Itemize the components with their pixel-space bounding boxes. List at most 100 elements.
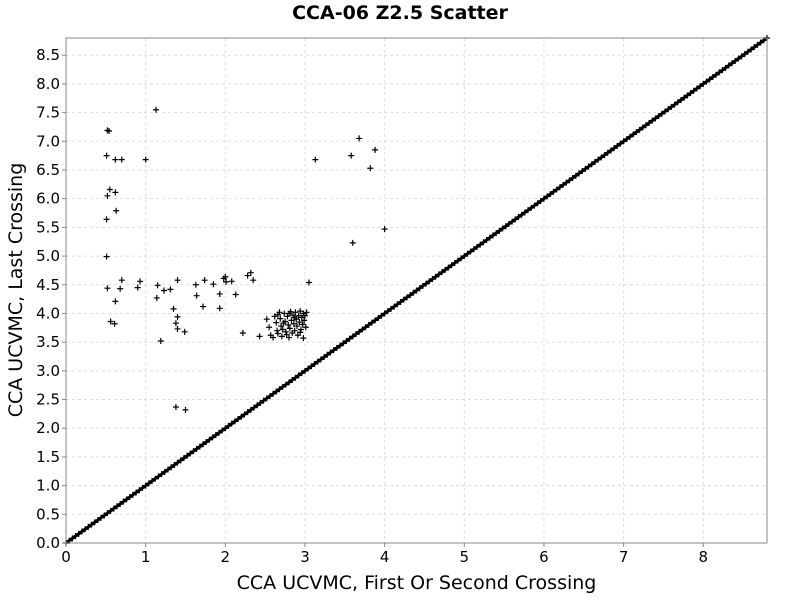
diagonal-point <box>228 420 235 427</box>
diagonal-point <box>591 158 598 165</box>
diagonal-point <box>276 386 283 393</box>
diagonal-point <box>700 80 707 87</box>
scatter-point <box>278 333 285 340</box>
scatter-point <box>154 282 161 289</box>
diagonal-point <box>563 179 570 186</box>
scatter-point <box>283 331 290 338</box>
diagonal-point <box>423 280 430 287</box>
diagonal-point <box>467 248 474 255</box>
scatter-point <box>247 269 254 276</box>
scatter-point <box>301 317 308 324</box>
diagonal-point <box>365 321 372 328</box>
diagonal-point <box>448 262 455 269</box>
diagonal-point <box>509 218 516 225</box>
diagonal-point <box>528 204 535 211</box>
diagonal-point <box>604 149 611 156</box>
diagonal-point <box>633 129 640 136</box>
scatter-point <box>372 146 379 153</box>
y-tick-label: 4.5 <box>36 276 60 294</box>
diagonal-point <box>238 413 245 420</box>
data-points <box>103 106 388 413</box>
diagonal-point <box>368 319 375 326</box>
scatter-point <box>286 325 293 332</box>
diagonal-point <box>340 340 347 347</box>
scatter-point <box>201 277 208 284</box>
diagonal-point <box>193 445 200 452</box>
diagonal-point <box>298 370 305 377</box>
scatter-point <box>181 328 188 335</box>
diagonal-point <box>483 237 490 243</box>
diagonal-point <box>438 269 445 276</box>
diagonal-point <box>203 439 210 445</box>
diagonal-point <box>623 136 630 142</box>
diagonal-point <box>352 331 359 338</box>
diagonal-point <box>458 255 465 262</box>
scatter-point <box>301 312 308 319</box>
diagonal-point <box>85 523 92 530</box>
scatter-point <box>297 308 304 315</box>
diagonal-point <box>184 452 191 459</box>
scatter-point <box>292 309 299 316</box>
scatter-point <box>118 277 125 284</box>
scatter-point <box>112 298 119 305</box>
scatter-point <box>228 278 235 285</box>
scatter-point <box>299 321 306 328</box>
y-tick-label: 8.5 <box>36 46 60 64</box>
scatter-point <box>296 319 303 326</box>
diagonal-point <box>308 363 315 370</box>
x-tick-label: 0 <box>61 548 71 566</box>
y-tick-label: 4.0 <box>36 304 60 322</box>
diagonal-point <box>244 409 251 416</box>
scatter-point <box>157 338 164 344</box>
chart-title: CCA-06 Z2.5 Scatter <box>292 2 508 24</box>
diagonal-point <box>158 471 165 478</box>
diagonal-point <box>187 450 194 457</box>
scatter-point <box>274 330 281 337</box>
diagonal-point <box>266 393 273 400</box>
diagonal-point <box>489 232 496 239</box>
scatter-point <box>290 320 297 327</box>
scatter-point <box>118 156 125 163</box>
scatter-point <box>266 324 273 331</box>
diagonal-point <box>614 142 621 149</box>
diagonal-point <box>671 101 678 108</box>
scatter-point <box>170 305 177 312</box>
scatter-point <box>277 315 284 322</box>
diagonal-point <box>677 96 684 103</box>
x-tick-label: 5 <box>460 548 470 566</box>
diagonal-point <box>518 211 525 218</box>
diagonal-point <box>477 241 484 248</box>
diagonal-point <box>754 41 761 48</box>
diagonal-point <box>381 310 388 317</box>
scatter-point <box>348 152 355 159</box>
scatter-point <box>160 287 167 294</box>
diagonal-point <box>209 434 216 441</box>
diagonal-point <box>372 317 379 324</box>
diagonal-points <box>63 35 770 546</box>
diagonal-point <box>512 216 519 223</box>
scatter-point <box>117 285 124 292</box>
diagonal-point <box>531 202 538 209</box>
diagonal-point <box>525 207 532 214</box>
diagonal-point <box>461 253 468 260</box>
diagonal-point <box>317 356 324 363</box>
diagonal-point <box>333 344 340 351</box>
diagonal-point <box>716 69 723 76</box>
diagonal-point <box>311 360 318 367</box>
diagonal-point <box>493 230 500 237</box>
scatter-point <box>142 156 149 163</box>
diagonal-point <box>104 510 111 517</box>
diagonal-point <box>681 94 688 101</box>
diagonal-point <box>174 459 181 466</box>
diagonal-point <box>346 335 353 342</box>
diagonal-point <box>588 161 595 168</box>
diagonal-point <box>254 402 261 409</box>
x-axis-ticks: 0 1 2 3 4 5 6 7 8 <box>61 543 708 566</box>
scatter-point <box>192 281 199 288</box>
diagonal-point <box>273 388 280 395</box>
diagonal-point <box>314 358 321 365</box>
diagonal-point <box>260 397 267 404</box>
scatter-point <box>172 403 179 410</box>
y-tick-label: 0.0 <box>36 534 60 552</box>
diagonal-point <box>98 514 105 521</box>
